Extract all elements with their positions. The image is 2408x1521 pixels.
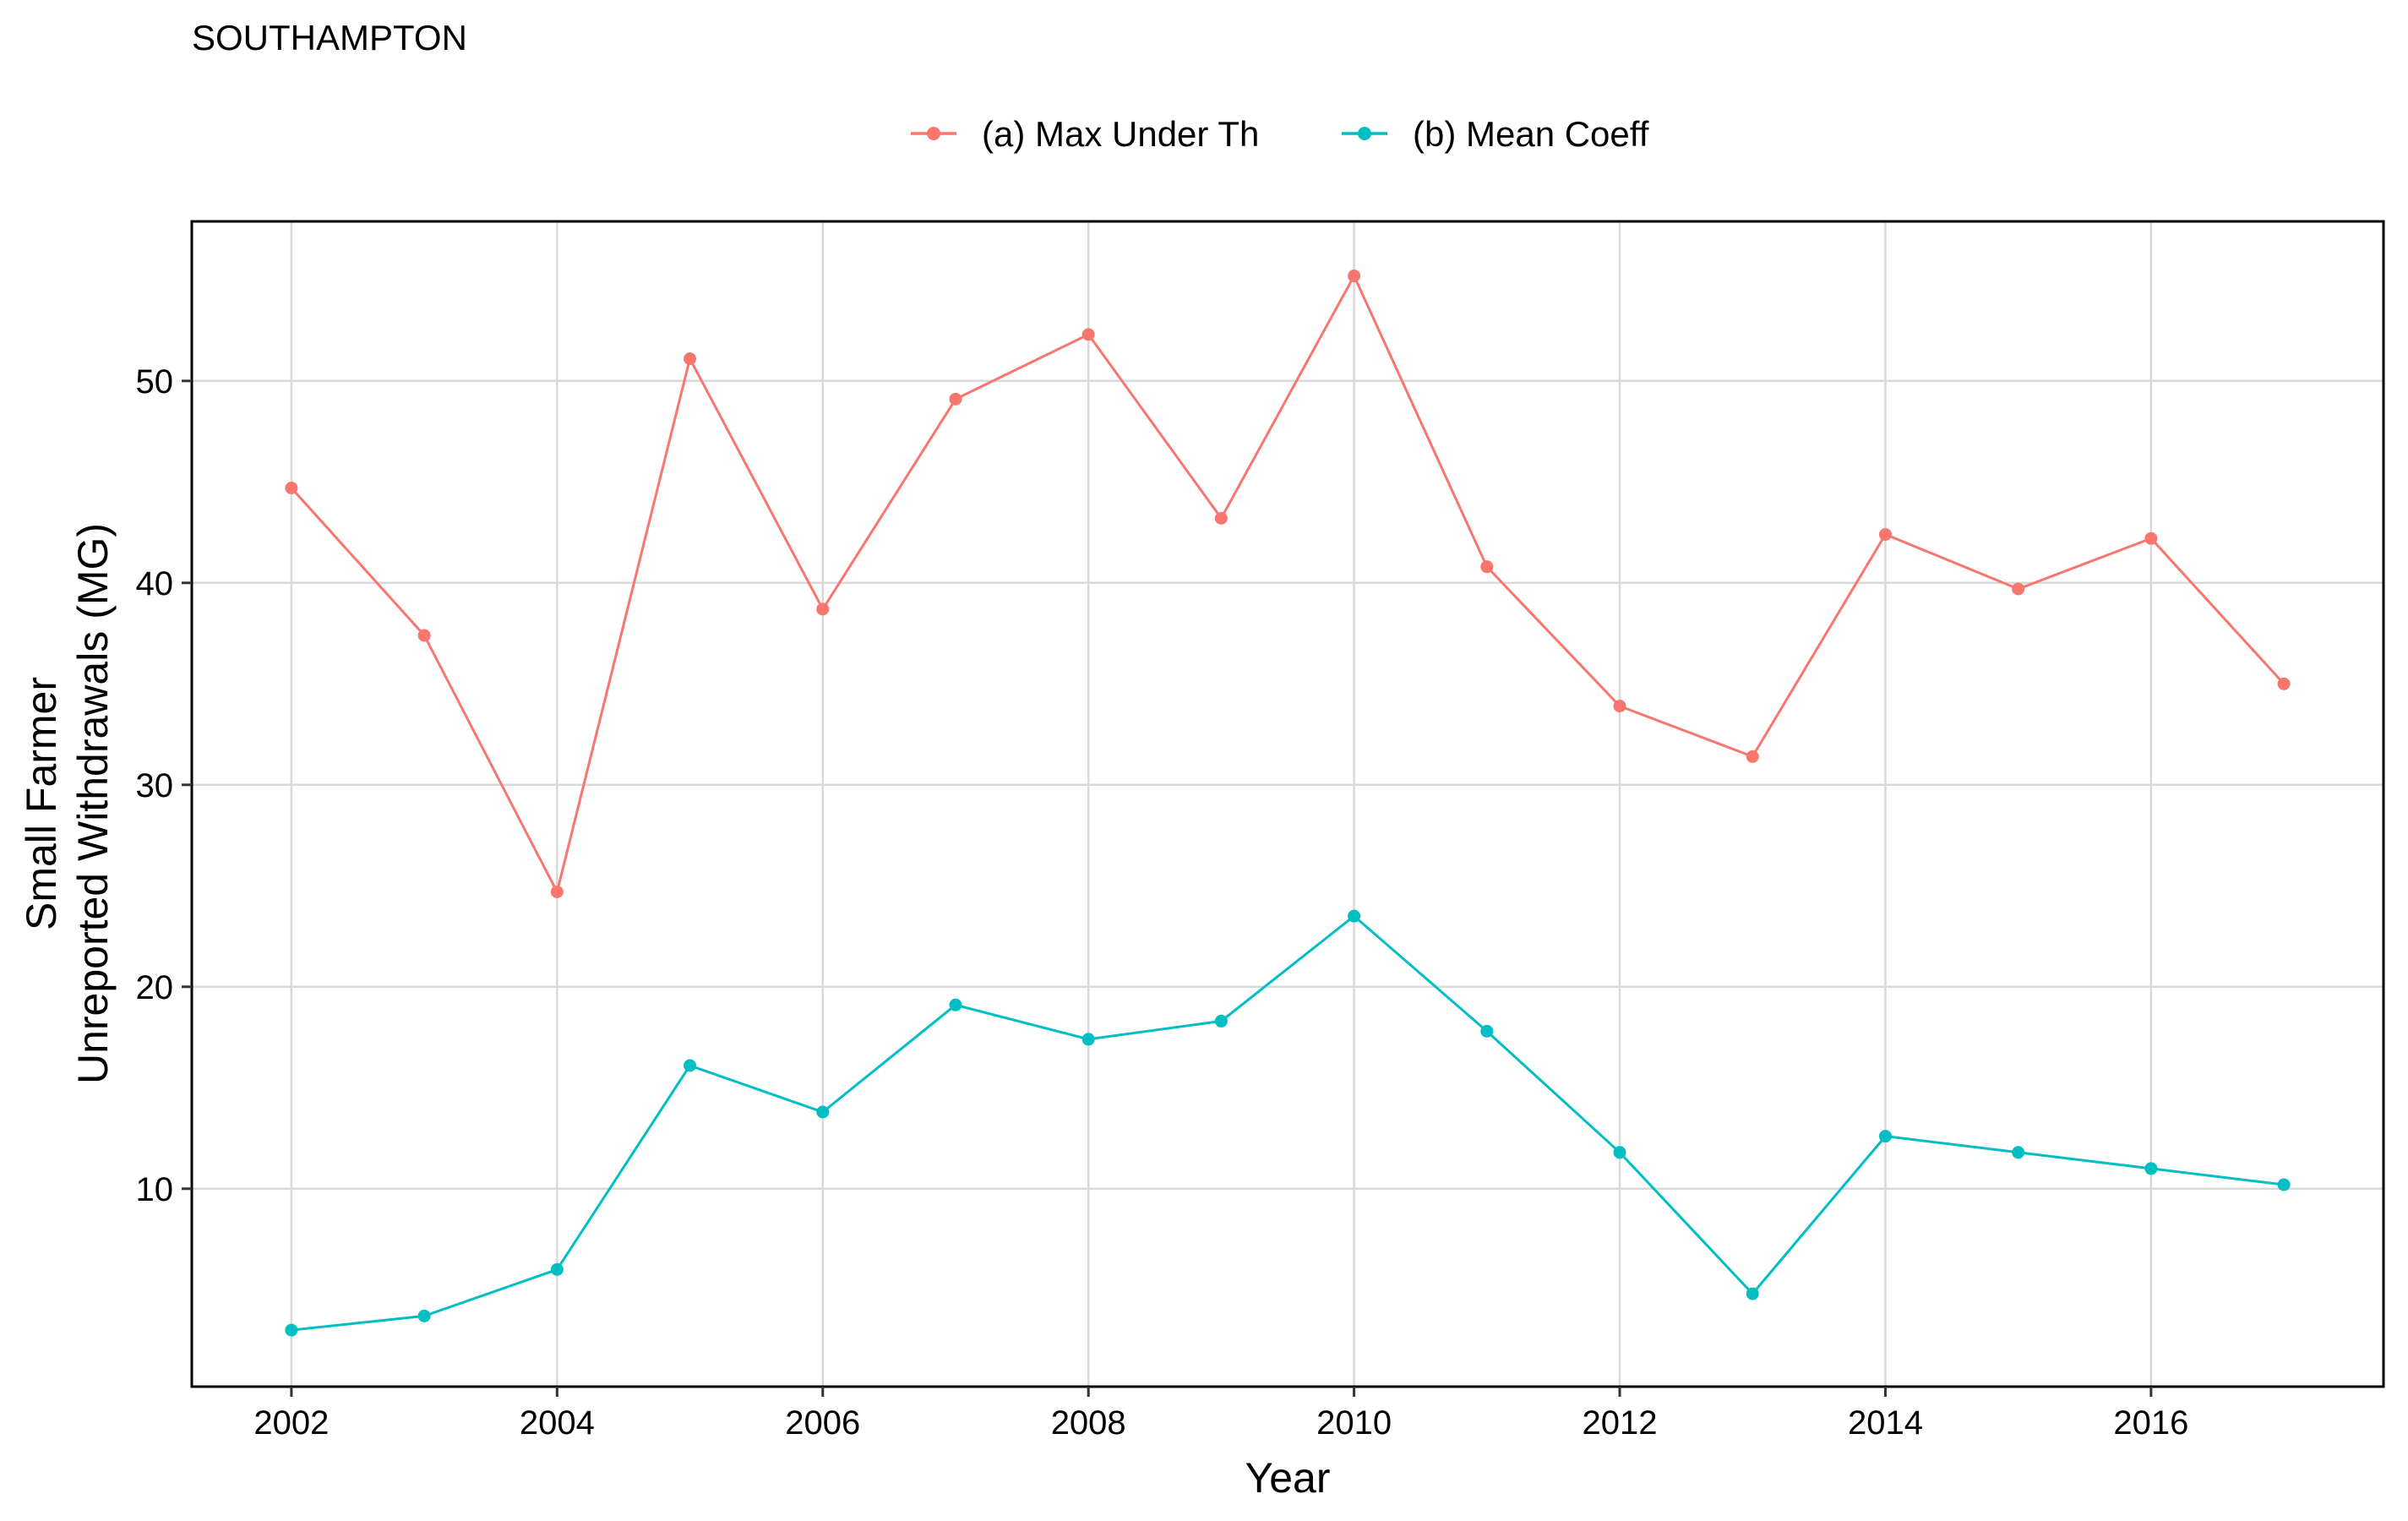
data-point <box>1746 1287 1759 1300</box>
plot-panel-border <box>190 220 2385 1388</box>
y-axis-title-line1: Small Farmer <box>18 677 65 930</box>
series-layer <box>285 270 2291 1337</box>
legend-label: (a) Max Under Th <box>982 114 1259 154</box>
x-tick-label: 2016 <box>2113 1404 2188 1442</box>
data-point <box>1081 1033 1095 1046</box>
data-point <box>1348 270 1361 283</box>
data-point <box>949 392 962 406</box>
y-axis-title-line2: Unreported Withdrawals (MG) <box>69 523 117 1084</box>
x-tick-label: 2012 <box>1583 1404 1658 1442</box>
legend-key-point <box>927 127 940 140</box>
data-point <box>2277 1178 2291 1191</box>
chart-title: SOUTHAMPTON <box>192 18 467 57</box>
data-point <box>550 1262 564 1276</box>
x-tick-label: 2002 <box>253 1404 329 1442</box>
data-point <box>1613 700 1626 713</box>
x-axis: 2002 2004 2006 2008 2010 2012 2014 2016 <box>253 1387 2188 1442</box>
data-point <box>2012 582 2025 596</box>
x-tick-label: 2004 <box>520 1404 595 1442</box>
x-tick-label: 2008 <box>1051 1404 1126 1442</box>
data-point <box>1348 909 1361 923</box>
data-point <box>2012 1146 2025 1159</box>
data-point <box>550 885 564 898</box>
x-tick-label: 2010 <box>1316 1404 1392 1442</box>
series-line-1 <box>291 914 2285 1332</box>
y-tick-label: 50 <box>136 363 174 401</box>
y-tick-label: 10 <box>136 1171 174 1208</box>
data-point <box>285 1323 298 1337</box>
legend-key-point <box>1358 127 1371 140</box>
data-point <box>1214 1014 1228 1028</box>
y-axis-title: Small Farmer Unreported Withdrawals (MG) <box>18 523 117 1084</box>
data-point <box>1480 1024 1494 1038</box>
legend-label: (b) Mean Coeff <box>1413 114 1649 154</box>
y-tick-label: 40 <box>136 565 174 602</box>
data-point <box>2144 1162 2158 1175</box>
data-point <box>2144 532 2158 545</box>
data-point <box>1878 527 1892 541</box>
y-tick-label: 30 <box>136 767 174 804</box>
data-point <box>1878 1130 1892 1143</box>
x-tick-label: 2014 <box>1848 1404 1923 1442</box>
y-tick-label: 20 <box>136 969 174 1006</box>
data-point <box>417 1309 431 1322</box>
data-point <box>1214 511 1228 525</box>
series-line-0 <box>290 273 2285 896</box>
x-axis-title: Year <box>1245 1454 1330 1502</box>
data-point <box>2277 677 2291 690</box>
data-point <box>417 629 431 642</box>
data-point <box>816 602 830 616</box>
data-point <box>949 998 962 1011</box>
y-axis: 10 20 30 40 50 <box>136 363 192 1208</box>
legend: (a) Max Under Th (b) Mean Coeff <box>911 114 1649 154</box>
data-point <box>285 481 298 494</box>
data-point <box>684 1059 697 1072</box>
x-tick-label: 2006 <box>785 1404 860 1442</box>
data-point <box>684 352 697 366</box>
data-point <box>1746 750 1759 763</box>
data-point <box>1081 328 1095 341</box>
data-point <box>816 1105 830 1119</box>
data-point <box>1480 560 1494 574</box>
data-point <box>1613 1146 1626 1159</box>
